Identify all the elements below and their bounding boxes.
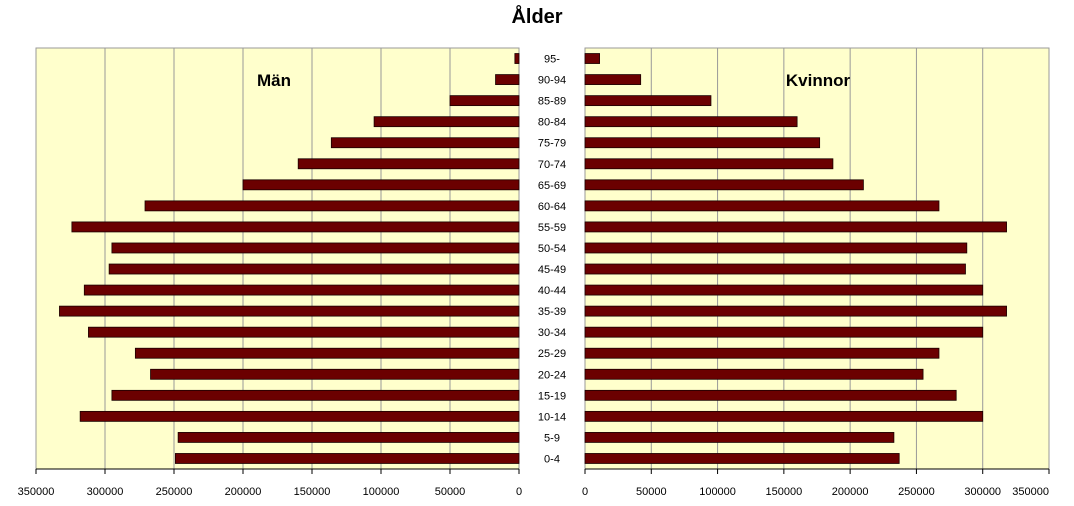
- x-tick-label-right: 50000: [636, 486, 667, 498]
- bar-woman-95-: [584, 53, 600, 64]
- bar-woman-5-9: [584, 432, 895, 443]
- bar-woman-75-79: [584, 137, 821, 149]
- bar-man-55-59: [71, 221, 520, 233]
- category-label: 10-14: [538, 411, 566, 423]
- category-label: 85-89: [538, 96, 566, 108]
- bar-man-40-44: [83, 284, 520, 296]
- category-label: 60-64: [538, 201, 566, 213]
- bar-man-50-54: [111, 242, 520, 254]
- category-label: 40-44: [538, 285, 566, 297]
- bar-man-15-19: [111, 389, 520, 401]
- bar-woman-65-69: [584, 179, 864, 191]
- bar-woman-70-74: [584, 158, 834, 170]
- bar-man-25-29: [134, 347, 520, 359]
- x-tick-label-left: 350000: [18, 486, 55, 498]
- x-tick-label-left: 50000: [435, 486, 466, 498]
- category-label: 50-54: [538, 243, 566, 255]
- category-label: 0-4: [544, 453, 560, 465]
- bar-woman-10-14: [584, 410, 984, 422]
- x-tick-label-right: 200000: [832, 486, 869, 498]
- bar-man-90-94: [495, 74, 520, 85]
- x-tick-label-left: 0: [516, 486, 522, 498]
- bar-man-10-14: [79, 410, 520, 422]
- category-label: 70-74: [538, 159, 566, 171]
- category-label: 25-29: [538, 348, 566, 360]
- bar-man-65-69: [242, 179, 520, 191]
- x-tick-label-right: 0: [582, 486, 588, 498]
- category-label: 20-24: [538, 369, 566, 381]
- category-label: 30-34: [538, 327, 566, 339]
- bar-woman-45-49: [584, 263, 966, 275]
- bar-man-80-84: [373, 116, 520, 128]
- bar-woman-35-39: [584, 305, 1007, 317]
- panel-title-women: Kvinnor: [786, 71, 851, 90]
- category-label: 35-39: [538, 306, 566, 318]
- x-tick-label-right: 350000: [1012, 486, 1049, 498]
- bar-man-0-4: [174, 453, 520, 464]
- bar-man-95-: [514, 53, 520, 64]
- bar-man-70-74: [297, 158, 520, 170]
- category-label: 80-84: [538, 117, 566, 129]
- plot-area-right: [584, 47, 1050, 470]
- chart-title: Ålder: [511, 6, 563, 28]
- x-tick-label-right: 250000: [898, 486, 935, 498]
- panel-title-men: Män: [257, 71, 291, 90]
- category-label: 15-19: [538, 390, 566, 402]
- category-label: 45-49: [538, 264, 566, 276]
- bar-woman-85-89: [584, 95, 712, 107]
- bar-woman-50-54: [584, 242, 968, 254]
- category-label: 95-: [544, 54, 560, 66]
- bar-man-20-24: [150, 368, 520, 380]
- x-tick-label-right: 100000: [699, 486, 736, 498]
- bar-man-45-49: [108, 263, 520, 275]
- bar-woman-80-84: [584, 116, 798, 128]
- x-tick-label-left: 150000: [294, 486, 331, 498]
- bar-woman-60-64: [584, 200, 940, 212]
- bar-woman-25-29: [584, 347, 940, 359]
- bar-woman-40-44: [584, 284, 984, 296]
- bar-man-5-9: [177, 432, 520, 443]
- x-tick-label-left: 250000: [156, 486, 193, 498]
- category-label: 90-94: [538, 75, 566, 87]
- category-label: 75-79: [538, 138, 566, 150]
- bar-man-30-34: [88, 326, 520, 338]
- bar-man-35-39: [59, 305, 520, 317]
- bar-woman-15-19: [584, 389, 957, 401]
- bar-woman-55-59: [584, 221, 1007, 233]
- bar-man-60-64: [144, 200, 520, 212]
- bar-woman-0-4: [584, 453, 900, 464]
- x-tick-label-left: 200000: [225, 486, 262, 498]
- bar-woman-30-34: [584, 326, 984, 338]
- x-tick-label-right: 300000: [964, 486, 1001, 498]
- category-label: 55-59: [538, 222, 566, 234]
- category-label: 5-9: [544, 432, 560, 444]
- bar-woman-20-24: [584, 368, 924, 380]
- x-tick-label-left: 100000: [363, 486, 400, 498]
- bar-woman-90-94: [584, 74, 642, 85]
- x-tick-label-right: 150000: [765, 486, 802, 498]
- category-label: 65-69: [538, 180, 566, 192]
- plot-area-left: [35, 47, 520, 470]
- bar-man-75-79: [330, 137, 520, 149]
- x-tick-label-left: 300000: [87, 486, 124, 498]
- bar-man-85-89: [449, 95, 520, 107]
